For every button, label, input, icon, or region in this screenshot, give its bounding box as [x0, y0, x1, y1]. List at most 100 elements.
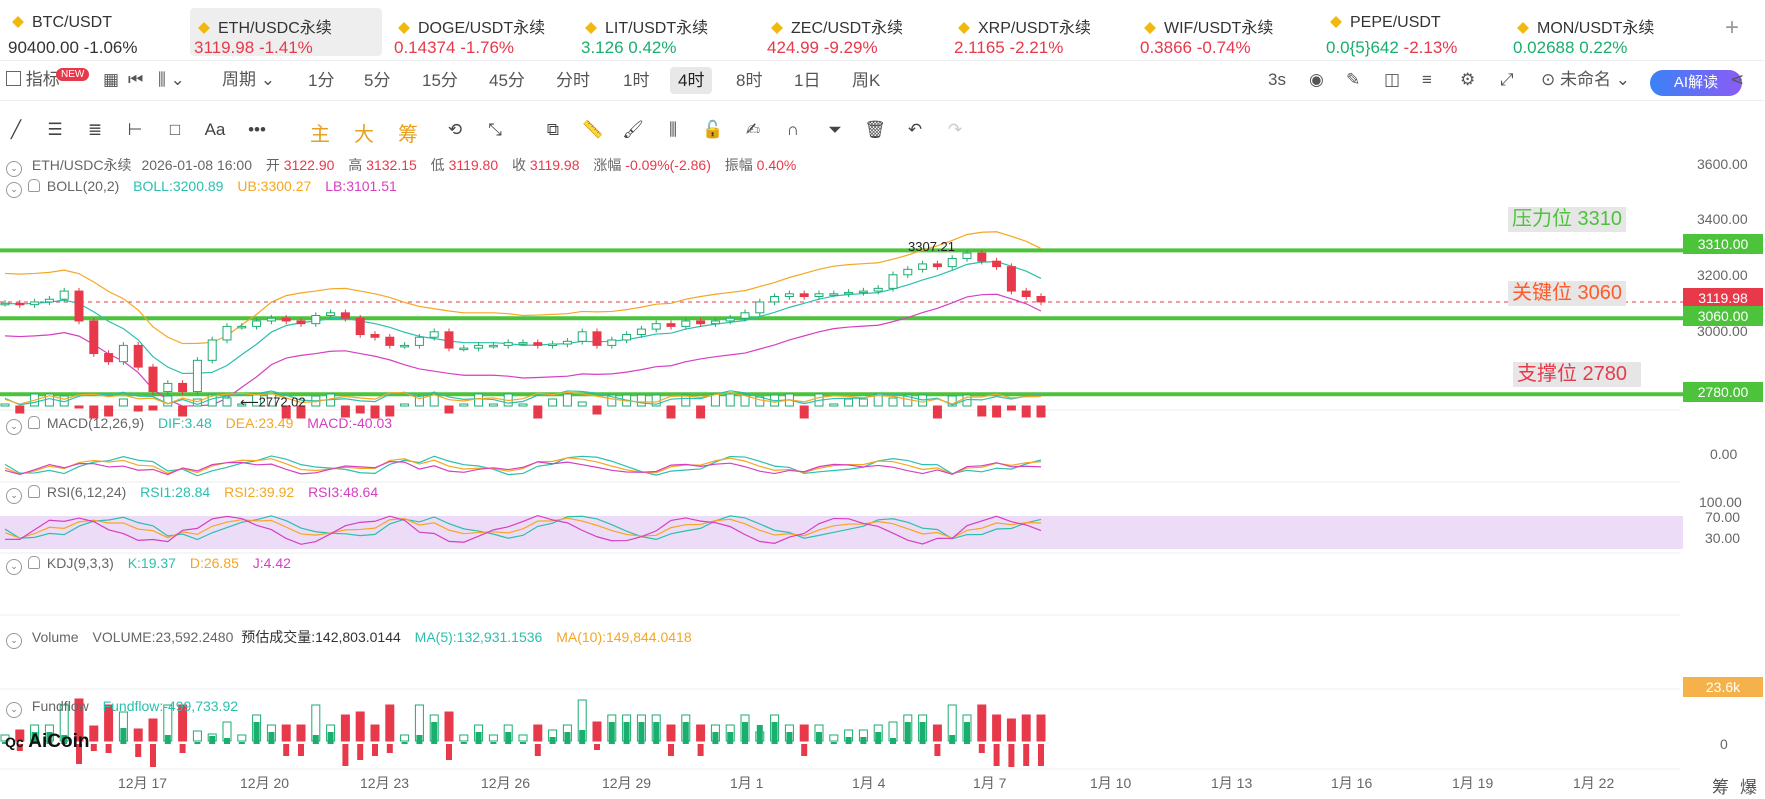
- fib-tool-icon[interactable]: ≣: [87, 120, 103, 139]
- filter-icon[interactable]: ⏷: [828, 120, 842, 139]
- volume-bar: [444, 711, 454, 742]
- ticker-wif[interactable]: WIF/USDT永续 0.3866 -0.74%: [1136, 8, 1306, 57]
- level-tag-3060: 3060.00: [1683, 306, 1763, 326]
- volume-bar: [992, 714, 1002, 742]
- chart-canvas[interactable]: 3307.21 ⟵2772.02: [0, 152, 1765, 799]
- macd-bar: [340, 405, 350, 418]
- layout-icon[interactable]: ▦: [103, 70, 120, 89]
- replay-icon[interactable]: ⏮: [128, 70, 144, 89]
- hline-tool-icon[interactable]: ⊢: [127, 120, 143, 139]
- volume-bar: [533, 724, 543, 742]
- bell-icon[interactable]: [28, 416, 40, 429]
- volume-bar: [355, 711, 365, 742]
- collapse-icon[interactable]: ⌄: [6, 559, 22, 575]
- list-icon[interactable]: ≡: [1422, 70, 1432, 89]
- candle-body: [918, 263, 928, 270]
- macd-bar: [592, 405, 602, 415]
- ticker-lit[interactable]: LIT/USDT永续 3.126 0.42%: [577, 8, 747, 57]
- indicators-button[interactable]: 指标: [6, 62, 60, 98]
- period-selector[interactable]: 周期 ⌄: [222, 70, 275, 89]
- fundflow-bar: [608, 722, 615, 744]
- lock-icon[interactable]: 🔓: [702, 120, 724, 139]
- measure-icon[interactable]: ⤡: [488, 120, 502, 139]
- line-tool-icon[interactable]: ╱: [10, 120, 22, 139]
- refresh-interval[interactable]: 3s: [1268, 70, 1286, 89]
- fundflow-bar: [446, 744, 452, 760]
- ticker-mon[interactable]: MON/USDT永续 0.02688 0.22%: [1509, 8, 1679, 57]
- redo-icon[interactable]: ↷: [947, 120, 963, 139]
- collapse-icon[interactable]: ⌄: [6, 488, 22, 504]
- liquidation-button[interactable]: 爆: [1740, 778, 1757, 797]
- ticker-zec[interactable]: ZEC/USDT永续 424.99 -9.29%: [763, 8, 933, 57]
- ticker-eth[interactable]: ETH/USDC永续 3119.98 -1.41%: [190, 8, 382, 57]
- more-tools-icon[interactable]: •••: [248, 120, 266, 139]
- trash-icon[interactable]: 🗑: [864, 120, 886, 139]
- text-tool-icon[interactable]: Aa: [204, 120, 226, 139]
- tf-1d[interactable]: 1日: [794, 71, 821, 90]
- window-icon[interactable]: ◫: [1384, 70, 1401, 89]
- magnet-icon[interactable]: ∩: [786, 120, 800, 139]
- main-chart-toggle[interactable]: 主: [310, 124, 330, 146]
- resistance-label[interactable]: 压力位 3310: [1508, 207, 1627, 232]
- tf-15m[interactable]: 15分: [422, 71, 458, 90]
- fundflow-bar: [416, 735, 423, 744]
- copy-icon[interactable]: ⧉: [546, 120, 560, 139]
- ticker-btc[interactable]: BTC/USDT 90400.00 -1.06%: [4, 8, 174, 57]
- macd-bar: [947, 395, 957, 407]
- volume-bar: [829, 734, 839, 742]
- bell-icon[interactable]: [28, 179, 40, 192]
- channel-tool-icon[interactable]: ☰: [47, 120, 63, 139]
- fundflow-bar: [283, 744, 290, 756]
- ticker-xrp[interactable]: XRP/USDT永续 2.1165 -2.21%: [950, 8, 1120, 57]
- edit-icon[interactable]: ✍: [745, 120, 761, 139]
- candle-body: [74, 290, 84, 322]
- rect-tool-icon[interactable]: □: [169, 120, 181, 139]
- collapse-icon[interactable]: ⌄: [6, 161, 22, 177]
- tf-45m[interactable]: 45分: [489, 71, 525, 90]
- collapse-icon[interactable]: ⌄: [6, 419, 22, 435]
- macd-bar: [888, 397, 898, 407]
- candle-type-icon[interactable]: ⫼ ⌄: [158, 70, 185, 89]
- fullscreen-icon[interactable]: ⤢: [1500, 70, 1514, 89]
- template-selector[interactable]: ⊙ 未命名 ⌄: [1541, 70, 1630, 89]
- share-icon[interactable]: ⋖: [1730, 70, 1745, 89]
- macd-bar: [178, 405, 188, 417]
- rsi3-line: [4, 461, 1042, 476]
- collapse-icon[interactable]: ⌄: [6, 702, 22, 718]
- big-order-toggle[interactable]: 大: [354, 124, 374, 146]
- settings-icon[interactable]: ⚙: [1460, 70, 1476, 89]
- tf-weekly[interactable]: 周K: [852, 71, 881, 90]
- candles-icon[interactable]: ⫼: [669, 120, 677, 139]
- tf-1m[interactable]: 1分: [308, 71, 335, 90]
- bell-icon[interactable]: [28, 485, 40, 498]
- key-level-label[interactable]: 关键位 3060: [1508, 281, 1627, 306]
- ai-explain-button[interactable]: AI解读: [1650, 70, 1742, 96]
- chips-button[interactable]: 筹: [1712, 778, 1729, 797]
- fundflow-bar: [860, 737, 867, 744]
- ticker-doge[interactable]: DOGE/USDT永续 0.14374 -1.76%: [390, 8, 570, 57]
- collapse-icon[interactable]: ⌄: [6, 633, 22, 649]
- chips-toggle[interactable]: 筹: [398, 124, 418, 146]
- tf-4h[interactable]: 4时: [670, 67, 713, 94]
- y-tick-rsi: 100.00: [1699, 494, 1742, 510]
- macd-bar: [577, 401, 587, 407]
- tf-8h[interactable]: 8时: [736, 71, 763, 90]
- tf-1h[interactable]: 1时: [623, 71, 650, 90]
- undo-icon[interactable]: ↶: [907, 120, 923, 139]
- brush-icon[interactable]: 🖌: [622, 120, 644, 139]
- pen-icon[interactable]: ✎: [1346, 70, 1361, 89]
- camera-icon[interactable]: ◉: [1309, 70, 1324, 89]
- ticker-pepe[interactable]: PEPE/USDT 0.0{5}642 -2.13%: [1322, 8, 1492, 57]
- tf-timeshare[interactable]: 分时: [556, 71, 590, 90]
- macd-dea-line: [4, 391, 1042, 405]
- ruler-icon[interactable]: 📏: [582, 120, 604, 139]
- add-ticker-icon[interactable]: +: [1724, 14, 1739, 41]
- tf-5m[interactable]: 5分: [364, 71, 391, 90]
- new-badge: NEW: [56, 68, 90, 81]
- fundflow-bar: [579, 730, 586, 744]
- support-label[interactable]: 支撑位 2780: [1513, 362, 1641, 387]
- collapse-icon[interactable]: ⌄: [6, 182, 22, 198]
- sync-icon[interactable]: ⟲: [447, 120, 463, 139]
- bell-icon[interactable]: [28, 556, 40, 569]
- chart-area[interactable]: 3307.21 ⟵2772.02: [0, 152, 1765, 799]
